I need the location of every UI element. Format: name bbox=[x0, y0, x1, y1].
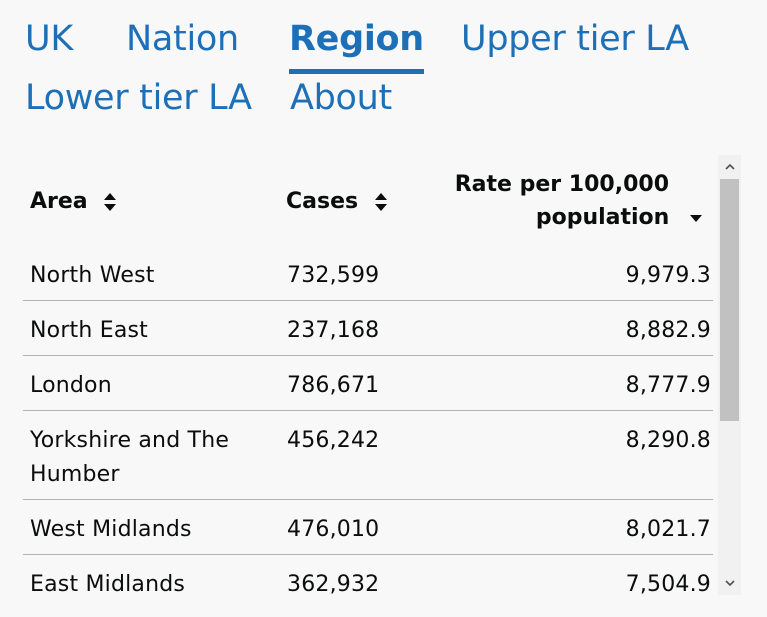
cell-rate: 8,290.8 bbox=[625, 428, 711, 453]
cell-rate: 8,777.9 bbox=[625, 373, 711, 398]
table-row: London 786,671 8,777.9 bbox=[23, 355, 713, 411]
chevron-down-icon bbox=[724, 580, 735, 587]
cell-area: London bbox=[30, 373, 112, 398]
cell-area: North East bbox=[30, 318, 148, 343]
table-row: North East 237,168 8,882.9 bbox=[23, 300, 713, 356]
cell-rate: 9,979.3 bbox=[625, 263, 711, 288]
column-header-cases-label: Cases bbox=[286, 189, 359, 214]
column-header-rate-label-line1: Rate per 100,000 bbox=[454, 172, 669, 197]
region-table: Area Cases Rate per 100,000 population bbox=[23, 155, 741, 595]
cell-cases: 732,599 bbox=[287, 263, 380, 288]
area-type-tabs: UK Nation Region Upper tier LA Lower tie… bbox=[0, 0, 767, 130]
column-header-rate[interactable]: Rate per 100,000 population bbox=[455, 168, 703, 234]
cell-area: West Midlands bbox=[30, 517, 192, 542]
tab-region[interactable]: Region bbox=[289, 19, 424, 74]
table-header: Area Cases Rate per 100,000 population bbox=[23, 155, 713, 245]
cell-area: East Midlands bbox=[30, 572, 186, 595]
table-row: West Midlands 476,010 8,021.7 bbox=[23, 499, 713, 555]
column-header-cases[interactable]: Cases bbox=[286, 185, 388, 218]
column-header-area-label: Area bbox=[30, 189, 88, 214]
sort-descending-icon bbox=[690, 215, 702, 222]
cell-cases: 786,671 bbox=[287, 373, 380, 398]
cell-cases: 362,932 bbox=[287, 572, 380, 595]
table-scrollbar[interactable] bbox=[718, 155, 741, 595]
column-header-rate-label-line2: population bbox=[535, 205, 670, 230]
cell-area: Yorkshire and The Humber bbox=[30, 428, 230, 487]
cell-rate: 7,504.9 bbox=[625, 572, 711, 595]
column-header-area[interactable]: Area bbox=[30, 185, 117, 218]
tab-lower-tier-la[interactable]: Lower tier LA bbox=[25, 78, 252, 118]
scroll-up-button[interactable] bbox=[718, 157, 741, 177]
cell-area: North West bbox=[30, 263, 155, 288]
cell-cases: 476,010 bbox=[287, 517, 380, 542]
cell-cases: 456,242 bbox=[287, 428, 380, 453]
tab-uk[interactable]: UK bbox=[25, 19, 73, 59]
tab-about[interactable]: About bbox=[290, 78, 392, 118]
table-row: East Midlands 362,932 7,504.9 bbox=[23, 554, 713, 595]
scroll-thumb[interactable] bbox=[720, 179, 739, 421]
cell-rate: 8,882.9 bbox=[625, 318, 711, 343]
table-row: North West 732,599 9,979.3 bbox=[23, 245, 713, 301]
chevron-up-icon bbox=[724, 163, 735, 170]
sort-both-icon bbox=[104, 193, 117, 211]
table-row: Yorkshire and The Humber 456,242 8,290.8 bbox=[23, 410, 713, 500]
sort-both-icon bbox=[374, 193, 387, 211]
tab-upper-tier-la[interactable]: Upper tier LA bbox=[461, 19, 689, 59]
scroll-down-button[interactable] bbox=[718, 573, 741, 593]
tab-nation[interactable]: Nation bbox=[126, 19, 239, 59]
cell-rate: 8,021.7 bbox=[625, 517, 711, 542]
cell-cases: 237,168 bbox=[287, 318, 380, 343]
